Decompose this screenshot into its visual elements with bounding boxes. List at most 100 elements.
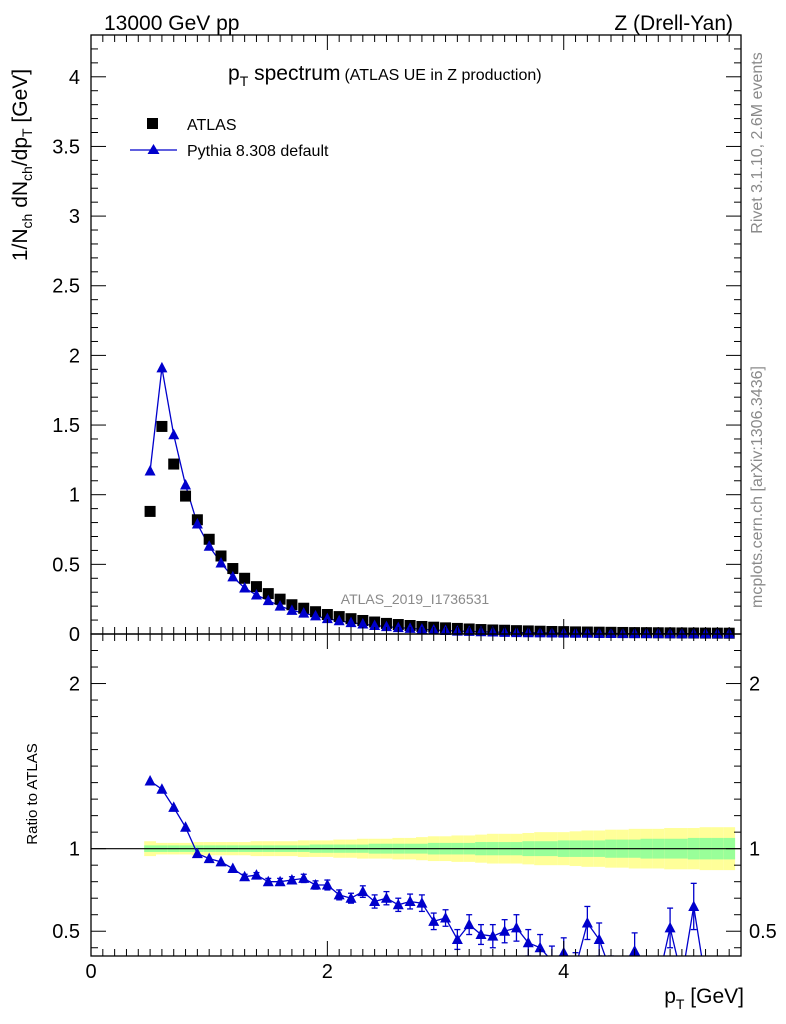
pythia-point [227,570,239,582]
pythia-ratio-point [428,915,440,926]
pythia-point [321,612,333,624]
ratio-axis-title: Ratio to ATLAS [24,743,41,844]
x-tick-label: 4 [558,961,569,983]
pythia-point [156,361,168,373]
pythia-ratio-point [487,930,499,941]
plot-title: pT spectrum (ATLAS UE in Z production) [228,62,542,89]
x-axis-title: pT [GeV] [664,985,744,1012]
pythia-ratio-point [653,975,664,986]
process-label: Z (Drell-Yan) [614,12,733,35]
x-tick-label: 0 [85,961,96,983]
ratio-y-tick-label-right: 1 [749,839,760,861]
atlas-point [203,533,215,545]
atlas-point [215,550,227,562]
pythia-ratio-point [250,869,262,880]
ratio-y-tick-label: 1 [69,839,80,861]
atlas-point [250,581,262,593]
atlas-point [156,420,168,432]
y-tick-label: 4 [69,67,80,89]
pythia-ratio-point [168,801,180,812]
ratio-y-tick-label-right: 0.5 [749,921,777,943]
atlas-point [239,572,251,584]
pythia-point [392,621,404,633]
atlas-point [262,588,274,600]
main-panel: 0 0.5 1 1.5 2 2.5 3 3.5 4 [52,34,742,646]
pythia-ratio-point [262,875,274,887]
pythia-ratio-point [463,918,475,930]
pythia-ratio-line [149,780,703,956]
pythia-ratio-point [321,878,333,890]
pythia-point [310,609,322,621]
pythia-point [345,616,357,628]
pythia-point [191,517,203,529]
pythia-ratio-point [570,962,581,973]
pythia-ratio-point [310,878,322,890]
pythia-ratio-point [712,975,723,986]
pythia-ratio-point [156,783,168,794]
y-tick-label: 1.5 [52,415,80,437]
pythia-ratio-point [617,970,628,981]
y-tick-label: 2 [69,345,80,367]
pythia-ratio-point [215,855,227,867]
y-tick-label: 1 [69,485,80,507]
atlas-point [144,505,156,517]
pythia-point [357,617,369,629]
pythia-point [298,607,310,618]
pythia-point [369,619,381,631]
y-axis-title: 1/Nch dNch/dpT [GeV] [9,69,35,261]
atlas-point [227,563,239,575]
x-tick-label: 2 [322,961,333,983]
pythia-ratio-point [227,862,239,873]
y-tick-label: 0.5 [52,554,80,576]
y-tick-label: 3 [69,206,80,228]
pythia-ratio-point [522,936,534,948]
pythia-ratio-point [593,933,605,944]
ratio-frame [90,633,742,957]
pythia-ratio-point [298,872,310,883]
pythia-ratio-point [357,885,369,897]
pythia-point [144,465,156,476]
rivet-version-label: Rivet 3.1.10, 2.6M events [749,52,766,233]
y-tick-label: 2.5 [52,276,80,298]
pythia-ratio-point [606,967,617,978]
pythia-point [333,614,345,626]
pythia-point [239,582,251,593]
pythia-ratio-point [676,971,687,982]
mcplots-label: mcplots.cern.ch [arXiv:1306.3436] [749,366,766,608]
pythia-ratio-point [724,975,735,986]
legend: ATLAS Pythia 8.308 default [130,117,329,160]
pythia-ratio-point [191,847,203,859]
pythia-point [380,620,392,632]
pythia-point [203,540,215,551]
ratio-y-tick-label-right: 2 [749,674,760,696]
pythia-ratio-point [499,925,511,936]
pythia-ratio-point [203,852,215,864]
atlas-point [168,458,180,470]
ratio-y-tick-label: 2 [69,674,80,696]
ratio-y-tick-label: 0.5 [52,921,80,943]
pythia-point [180,478,192,490]
pythia-ratio-point [392,898,404,910]
pythia-ratio-point [688,900,700,911]
pythia-ratio-point [345,892,357,903]
pythia-ratio-point [440,912,452,923]
pythia-point [215,556,227,568]
y-tick-label: 0 [69,624,80,646]
ratio-panel: 0 2 4 0.5 0.5 1 1 2 2 [52,633,777,986]
pythia-ratio-point [641,975,652,986]
pythia-ratio-point [534,941,546,953]
pythia-ratio-point [369,895,381,907]
pythia-ratio-point [274,875,286,887]
pythia-ratio-point [404,895,416,907]
pythia-ratio-point [416,897,428,908]
pythia-point [286,604,298,615]
pythia-ratio-point [700,975,711,986]
pythia-ratio-point [380,892,392,903]
y-tick-label: 3.5 [52,136,80,158]
pythia-ratio-point [333,888,345,900]
pythia-point [250,588,262,600]
legend-pythia-marker [147,144,160,154]
atlas-point [180,490,192,502]
ratio-series [144,774,735,986]
